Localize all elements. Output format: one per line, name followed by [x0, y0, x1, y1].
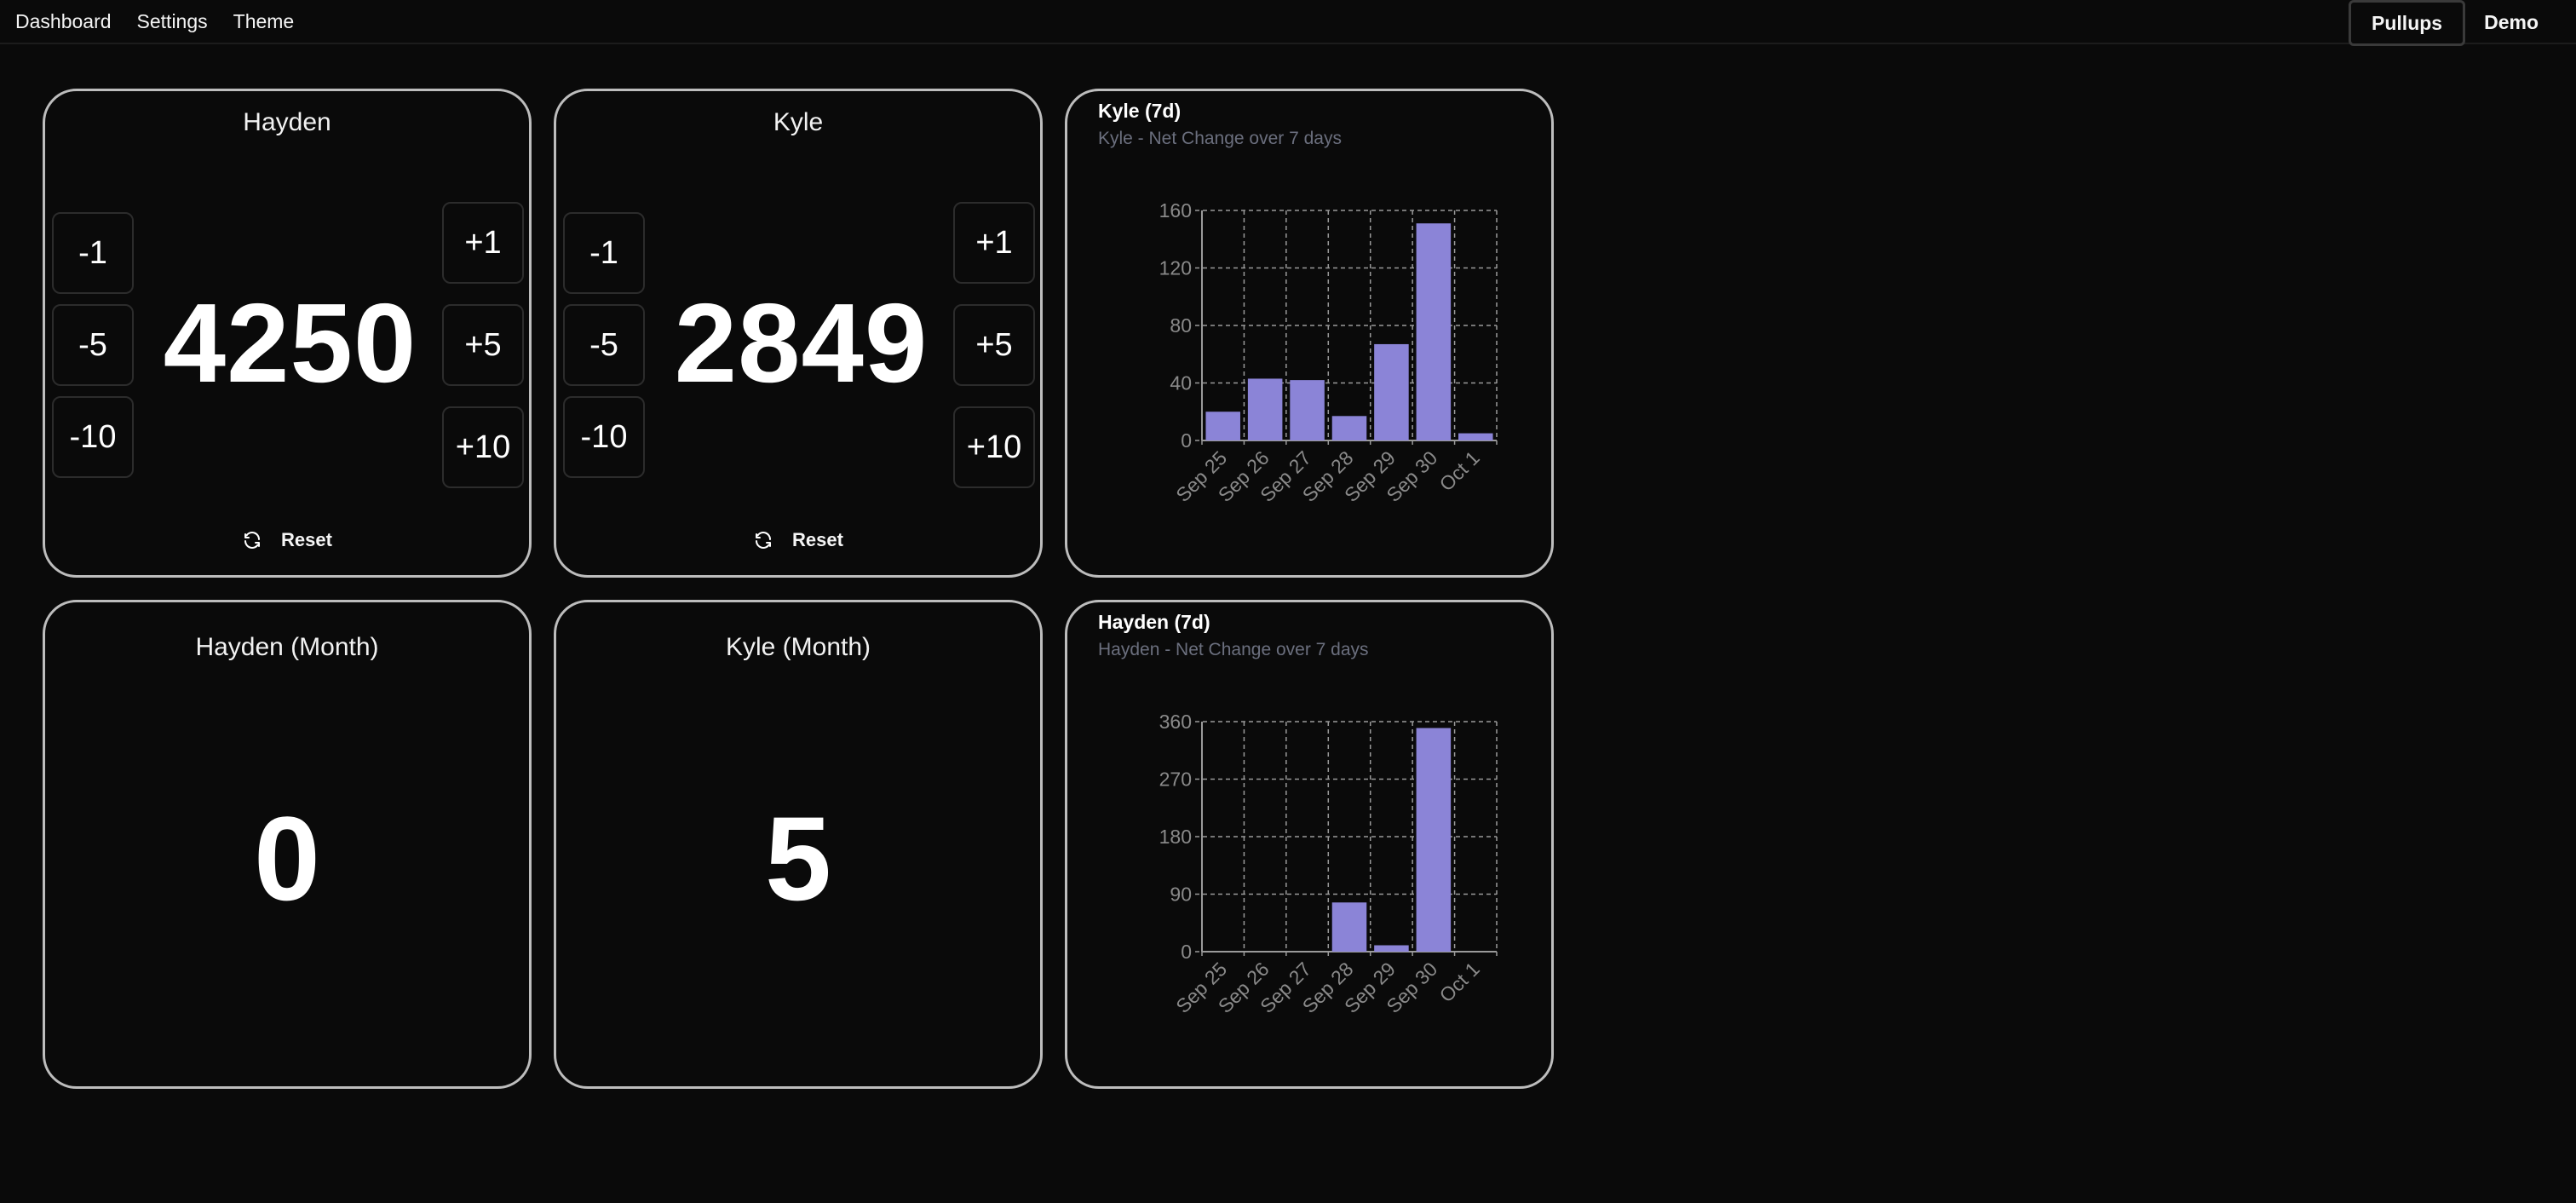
- increment-5-button[interactable]: +5: [953, 304, 1035, 386]
- decrement-1-button[interactable]: -1: [563, 212, 645, 294]
- counter-title: Hayden: [243, 108, 331, 136]
- reset-label: Reset: [281, 529, 332, 550]
- x-tick-label: Oct 1: [1435, 958, 1484, 1006]
- y-tick-label: 0: [1181, 941, 1192, 963]
- bar: [1374, 343, 1409, 440]
- y-tick-label: 120: [1159, 257, 1192, 279]
- month-value: 0: [254, 791, 320, 925]
- decrement-5-button[interactable]: -5: [52, 304, 134, 386]
- refresh-icon: [756, 532, 772, 549]
- nav-link-dashboard[interactable]: Dashboard: [15, 9, 112, 32]
- bar: [1416, 728, 1452, 952]
- counter-title: Kyle: [773, 108, 824, 136]
- chart-subtitle: Kyle - Net Change over 7 days: [1098, 129, 1342, 148]
- month-card-hayden: Hayden (Month) 0: [43, 600, 532, 1089]
- y-tick-label: 0: [1181, 429, 1192, 452]
- x-tick-label: Oct 1: [1435, 446, 1484, 495]
- bar: [1374, 945, 1409, 952]
- increment-1-button[interactable]: +1: [953, 202, 1035, 284]
- decrement-10-button[interactable]: -10: [563, 396, 645, 478]
- bar: [1416, 223, 1452, 440]
- month-card-kyle: Kyle (Month) 5: [554, 600, 1043, 1089]
- tab-pullups[interactable]: Pullups: [2349, 0, 2466, 46]
- bar: [1205, 412, 1240, 440]
- chart-card-kyle-7d: Kyle (7d) Kyle - Net Change over 7 days …: [1065, 89, 1554, 578]
- nav-link-theme[interactable]: Theme: [233, 9, 295, 32]
- counter-value: 2849: [674, 280, 929, 406]
- chart-subtitle: Hayden - Net Change over 7 days: [1098, 640, 1369, 659]
- counter-card-kyle: Kyle -1 -5 -10 2849 +1 +5 +10 Reset: [554, 89, 1043, 578]
- increment-1-button[interactable]: +1: [442, 202, 524, 284]
- decrement-1-button[interactable]: -1: [52, 212, 134, 294]
- y-tick-label: 180: [1159, 826, 1192, 848]
- decrement-5-button[interactable]: -5: [563, 304, 645, 386]
- decrement-10-button[interactable]: -10: [52, 396, 134, 478]
- month-card-title: Hayden (Month): [195, 633, 379, 661]
- refresh-icon: [244, 532, 261, 549]
- y-tick-label: 90: [1170, 884, 1192, 906]
- reset-label: Reset: [792, 529, 843, 550]
- y-tick-label: 160: [1159, 199, 1192, 222]
- tab-demo[interactable]: Demo: [2484, 10, 2539, 33]
- y-tick-label: 80: [1170, 314, 1192, 337]
- nav-link-settings[interactable]: Settings: [136, 9, 208, 32]
- counter-card-hayden: Hayden -1 -5 -10 4250 +1 +5 +10 Reset: [43, 89, 532, 578]
- month-value: 5: [765, 791, 831, 925]
- increment-10-button[interactable]: +10: [442, 406, 524, 488]
- reset-button[interactable]: Reset: [45, 529, 529, 551]
- month-card-title: Kyle (Month): [725, 633, 871, 661]
- reset-button[interactable]: Reset: [556, 529, 1040, 551]
- chart-card-hayden-7d: Hayden (7d) Hayden - Net Change over 7 d…: [1065, 600, 1554, 1089]
- increment-5-button[interactable]: +5: [442, 304, 524, 386]
- bar: [1331, 416, 1367, 440]
- workspace-tabs: Pullups Demo: [2349, 0, 2557, 46]
- top-nav-bar: Dashboard Settings Theme Pullups Demo: [0, 0, 2576, 46]
- chart-title: Kyle (7d): [1098, 100, 1182, 122]
- bar: [1331, 902, 1367, 952]
- y-tick-label: 360: [1159, 711, 1192, 733]
- nav-links: Dashboard Settings Theme: [15, 0, 319, 43]
- bar: [1247, 378, 1283, 440]
- y-tick-label: 40: [1170, 372, 1192, 394]
- counter-value: 4250: [163, 280, 417, 406]
- increment-10-button[interactable]: +10: [953, 406, 1035, 488]
- bar: [1458, 433, 1493, 440]
- chart-title: Hayden (7d): [1098, 611, 1210, 633]
- y-tick-label: 270: [1159, 768, 1192, 791]
- bar: [1290, 380, 1325, 440]
